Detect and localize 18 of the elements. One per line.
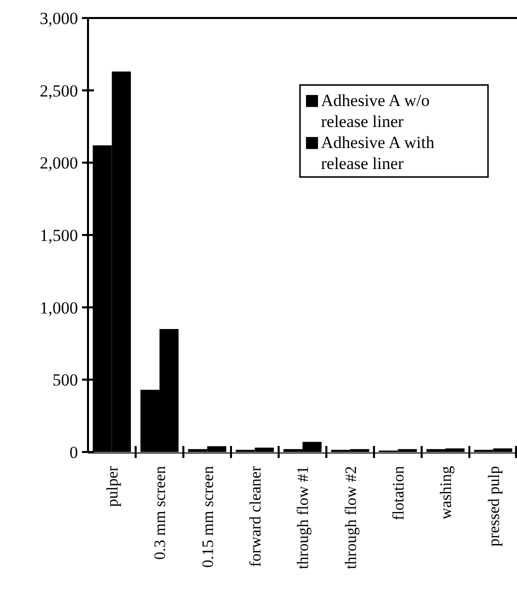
x-tick-label: forward cleaner	[247, 465, 264, 567]
x-tick-label: 0.3 mm screen	[152, 466, 170, 560]
x-tick-label: washing	[438, 466, 456, 520]
x-tick-label: pressed pulp	[486, 466, 503, 546]
y-tick-label: 2,000	[40, 154, 78, 173]
x-tick-label: pulper	[104, 465, 122, 507]
y-tick-label: 2,500	[40, 81, 78, 100]
y-tick-label: 1,500	[40, 226, 78, 245]
legend-label: Adhesive A w/o release liner	[321, 91, 430, 131]
x-tick-label: flotation	[390, 466, 408, 520]
x-tick-label: through flow #1	[295, 466, 312, 570]
y-tick-label: 500	[52, 370, 78, 390]
x-tick-label: 0.15 mm screen	[200, 466, 217, 568]
x-tick-label: through flow #2	[342, 466, 360, 570]
y-tick-label: 0	[70, 442, 78, 462]
y-tick-label: 1,000	[40, 298, 78, 318]
y-tick-label: 3,000	[40, 8, 78, 28]
legend-label: Adhesive A with release liner	[321, 133, 435, 173]
